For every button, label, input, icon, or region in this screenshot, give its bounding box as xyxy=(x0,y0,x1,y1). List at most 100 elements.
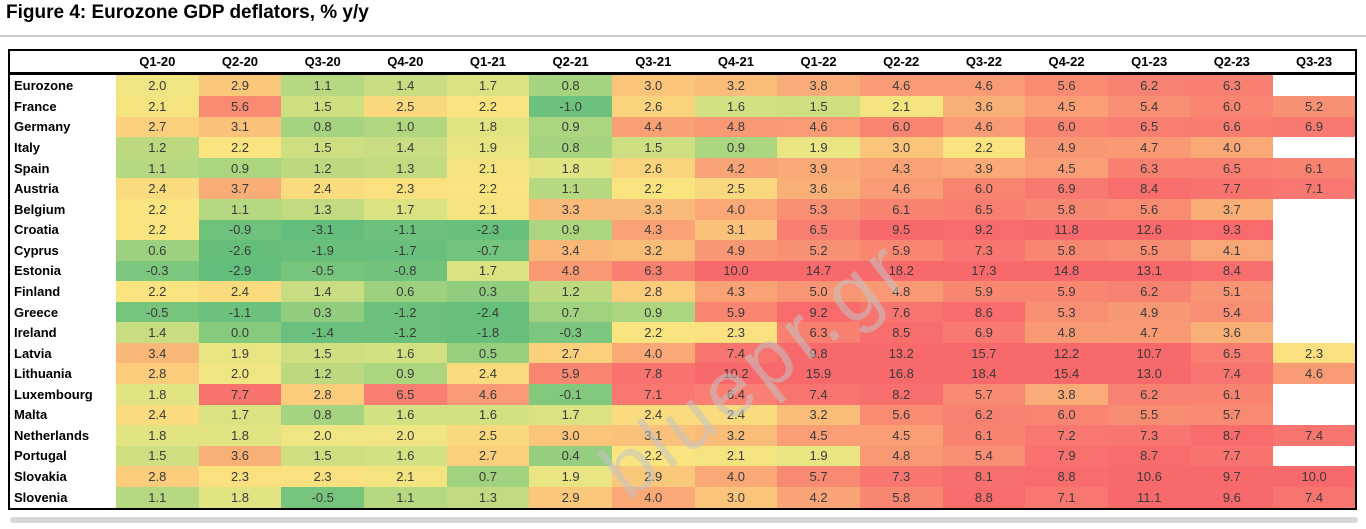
heatmap-cell: 5.4 xyxy=(1190,301,1274,323)
heatmap-cell: -2.6 xyxy=(198,240,282,261)
heatmap-cell: 11.1 xyxy=(1107,486,1191,509)
heatmap-cell: 1.1 xyxy=(116,486,199,509)
heatmap-cell: -1.2 xyxy=(363,301,447,323)
gdp-deflator-heatmap: Q1-20 Q2-20 Q3-20 Q4-20 Q1-21 Q2-21 Q3-21 Q4-21… xyxy=(8,49,1357,510)
heatmap-cell: 14.8 xyxy=(1025,260,1108,282)
heatmap-cell: 2.2 xyxy=(611,322,695,343)
table-row: Eurozone 2.0 2.9 1.1 1.4 1.7 0.8 3.0 3.2 3.8 4.6 4.… xyxy=(9,73,1356,97)
heatmap-cell: 5.9 xyxy=(1025,281,1108,302)
heatmap-cell: 1.7 xyxy=(446,260,530,282)
heatmap-cell: 2.7 xyxy=(116,116,199,138)
heatmap-cell: 7.6 xyxy=(859,301,943,323)
heatmap-cell: 7.3 xyxy=(859,466,943,487)
column-header: Q1-20 xyxy=(116,50,199,74)
heatmap-cell: 6.0 xyxy=(1025,404,1108,426)
heatmap-cell: 0.9 xyxy=(198,157,282,179)
heatmap-cell: 5.4 xyxy=(1107,96,1191,117)
heatmap-cell: 16.8 xyxy=(859,363,943,384)
heatmap-cell: 2.8 xyxy=(116,466,199,487)
heatmap-cell: 3.0 xyxy=(694,486,778,509)
heatmap-cell: 4.6 xyxy=(777,116,860,138)
heatmap-cell: 4.8 xyxy=(1025,322,1108,343)
heatmap-cell: 7.7 xyxy=(1190,445,1274,467)
heatmap-cell: 1.6 xyxy=(694,96,778,117)
heatmap-cell: 5.7 xyxy=(1190,404,1274,426)
heatmap-cell: -1.7 xyxy=(363,240,447,261)
heatmap-cell: 3.1 xyxy=(611,425,695,446)
heatmap-cell: 3.3 xyxy=(529,198,612,220)
heatmap-cell: 6.2 xyxy=(942,404,1026,426)
heatmap-cell: 4.0 xyxy=(611,342,695,364)
heatmap-body: Eurozone 2.0 2.9 1.1 1.4 1.7 0.8 3.0 3.2 3.8 4.6 4.… xyxy=(9,73,1356,509)
heatmap-cell: 2.3 xyxy=(198,466,282,487)
heatmap-cell: 1.1 xyxy=(363,486,447,509)
heatmap-cell: 2.4 xyxy=(116,178,199,199)
heatmap-cell xyxy=(1273,198,1356,220)
bottom-divider xyxy=(10,517,1358,523)
heatmap-cell: 2.0 xyxy=(363,425,447,446)
heatmap-cell: 6.3 xyxy=(1107,157,1191,179)
heatmap-cell: 4.5 xyxy=(1025,157,1108,179)
heatmap-cell: 6.1 xyxy=(1273,157,1356,179)
row-label: Lithuania xyxy=(9,363,116,384)
heatmap-cell: 0.9 xyxy=(363,363,447,384)
heatmap-cell: 2.6 xyxy=(611,157,695,179)
heatmap-cell: 1.5 xyxy=(777,96,860,117)
heatmap-cell: 3.4 xyxy=(529,240,612,261)
heatmap-cell: -1.2 xyxy=(363,322,447,343)
heatmap-cell: 1.7 xyxy=(198,404,282,426)
heatmap-cell: 7.9 xyxy=(1025,445,1108,467)
heatmap-cell: 6.1 xyxy=(942,425,1026,446)
heatmap-cell: 8.1 xyxy=(942,466,1026,487)
heatmap-cell xyxy=(1273,137,1356,158)
heatmap-cell: 4.9 xyxy=(694,240,778,261)
heatmap-cell: 1.5 xyxy=(281,445,364,467)
heatmap-cell: 5.8 xyxy=(1025,240,1108,261)
heatmap-cell: 10.0 xyxy=(1273,466,1356,487)
heatmap-cell: 1.3 xyxy=(446,486,530,509)
heatmap-cell: 2.4 xyxy=(116,404,199,426)
header-corner xyxy=(9,50,116,74)
heatmap-cell: 1.2 xyxy=(281,157,364,179)
heatmap-cell: 8.7 xyxy=(1190,425,1274,446)
heatmap-cell: 9.7 xyxy=(1190,466,1274,487)
heatmap-cell: 15.7 xyxy=(942,342,1026,364)
heatmap-cell: 6.5 xyxy=(1190,157,1274,179)
heatmap-cell: 9.3 xyxy=(1190,219,1274,241)
heatmap-cell: 0.8 xyxy=(281,404,364,426)
heatmap-cell: 9.5 xyxy=(859,219,943,241)
heatmap-cell: 7.8 xyxy=(611,363,695,384)
heatmap-cell: 1.9 xyxy=(446,137,530,158)
heatmap-cell: 2.9 xyxy=(198,73,282,97)
table-row: Slovenia 1.1 1.8 -0.5 1.1 1.3 2.9 4.0 3.0 4.2 5.8 8… xyxy=(9,486,1356,509)
heatmap-cell: 18.4 xyxy=(942,363,1026,384)
heatmap-cell: -0.3 xyxy=(529,322,612,343)
heatmap-cell: 7.2 xyxy=(1025,425,1108,446)
table-row: Estonia -0.3 -2.9 -0.5 -0.8 1.7 4.8 6.3 10.0 14.7… xyxy=(9,260,1356,282)
table-row: Luxembourg 1.8 7.7 2.8 6.5 4.6 -0.1 7.1 6.4 7.4 8.… xyxy=(9,384,1356,405)
heatmap-cell: 1.1 xyxy=(529,178,612,199)
heatmap-cell: 5.5 xyxy=(1107,240,1191,261)
heatmap-cell: -2.4 xyxy=(446,301,530,323)
heatmap-cell: 4.3 xyxy=(694,281,778,302)
column-header: Q2-22 xyxy=(859,50,943,74)
heatmap-cell: 1.8 xyxy=(116,384,199,405)
heatmap-cell: 3.7 xyxy=(1190,198,1274,220)
heatmap-cell: 6.5 xyxy=(942,198,1026,220)
heatmap-cell: 0.4 xyxy=(529,445,612,467)
heatmap-cell: 2.2 xyxy=(198,137,282,158)
heatmap-cell: 7.4 xyxy=(777,384,860,405)
heatmap-cell: 12.6 xyxy=(1107,219,1191,241)
heatmap-cell: 4.1 xyxy=(1190,240,1274,261)
heatmap-cell xyxy=(1273,281,1356,302)
heatmap-cell: 4.7 xyxy=(1107,322,1191,343)
heatmap-cell: 4.4 xyxy=(611,116,695,138)
row-label: Eurozone xyxy=(9,73,116,97)
heatmap-cell: 2.3 xyxy=(363,178,447,199)
heatmap-cell: -1.9 xyxy=(281,240,364,261)
column-header: Q4-21 xyxy=(694,50,778,74)
heatmap-cell: 5.9 xyxy=(942,281,1026,302)
heatmap-cell: 6.6 xyxy=(1190,116,1274,138)
heatmap-cell xyxy=(1273,384,1356,405)
heatmap-cell: -2.3 xyxy=(446,219,530,241)
